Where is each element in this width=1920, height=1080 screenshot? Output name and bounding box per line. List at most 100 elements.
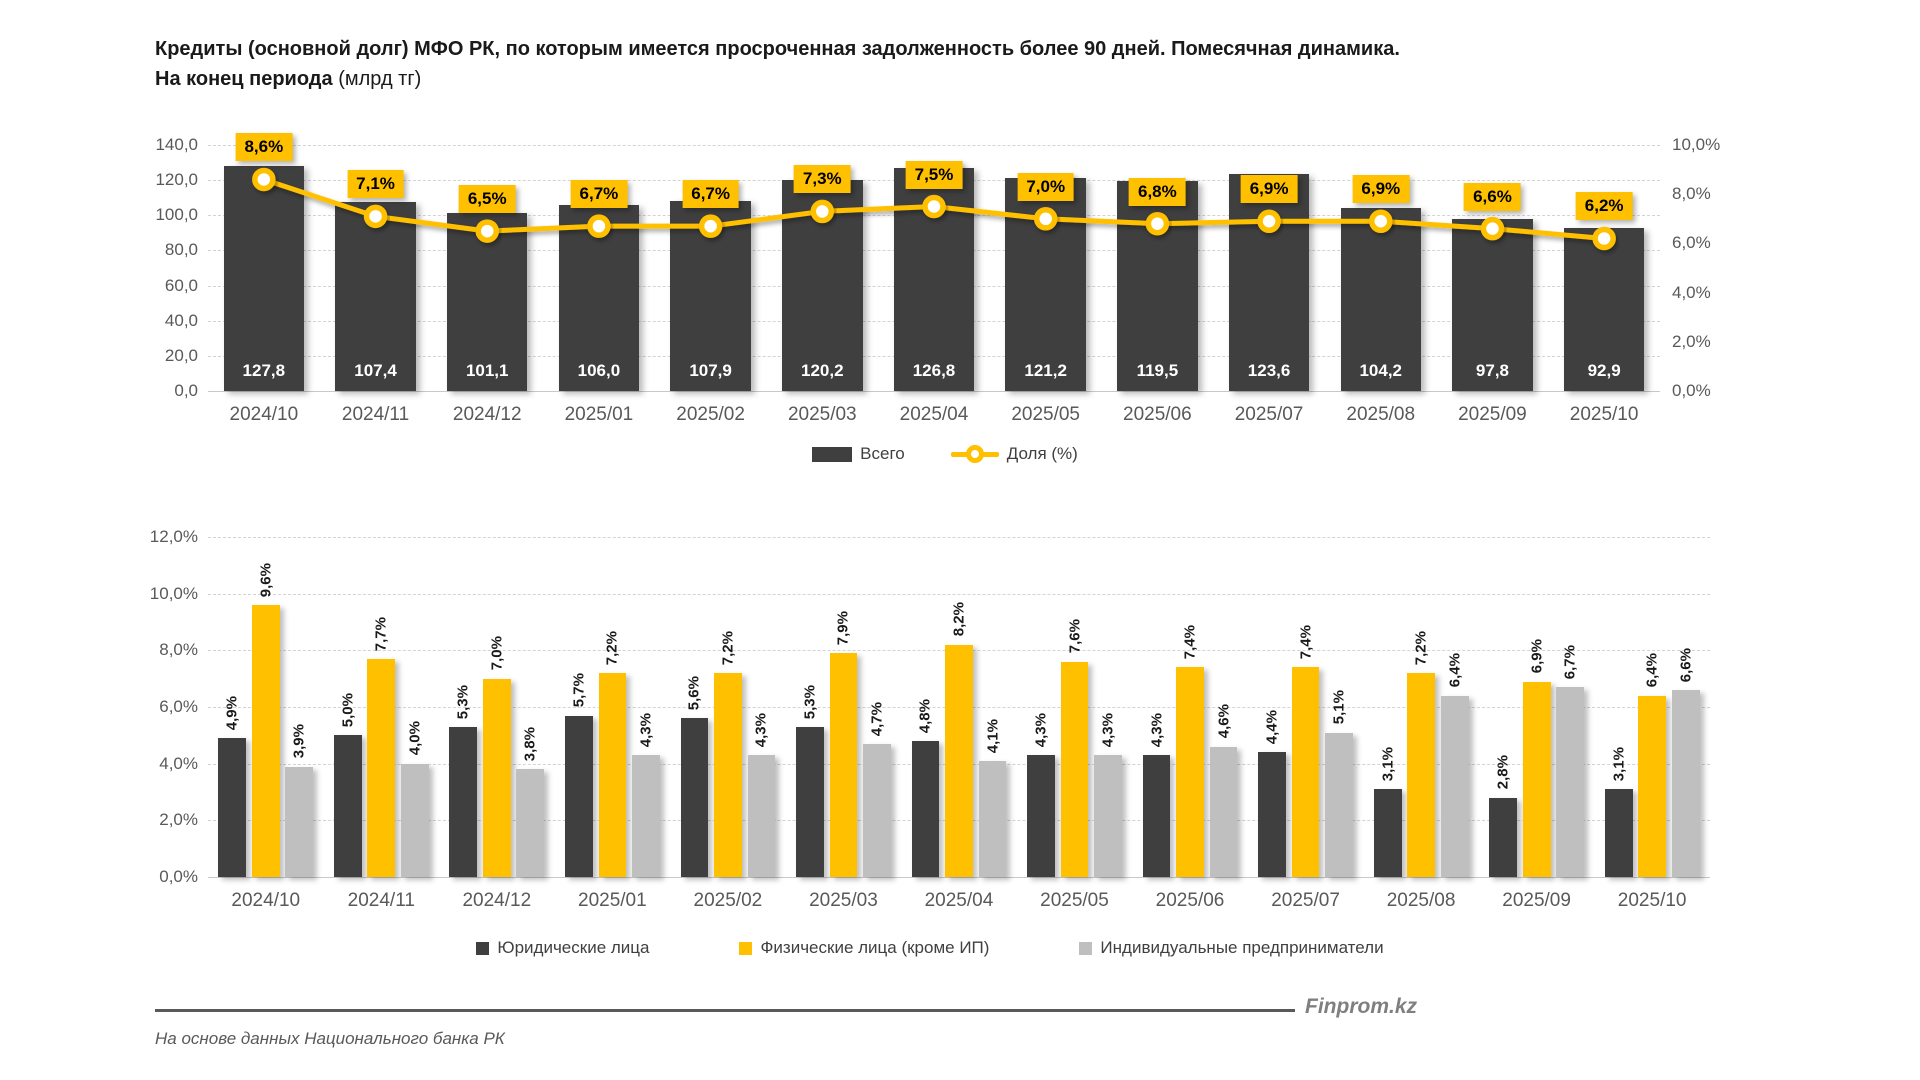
share-value-label: 7,5% [905,160,963,189]
legend-bottom: Юридические лица Физические лица (кроме … [150,938,1710,958]
y2-axis-tick: 8,0% [1672,184,1711,204]
y-axis-tick: 6,0% [159,697,198,716]
line-marker [1480,216,1505,241]
bar-value-label: 2,8% [1494,755,1512,790]
y-axis-tick: 20,0 [164,345,198,365]
bar-value-label: 119,5 [1136,361,1179,380]
title-unit: (млрд тг) [338,68,422,90]
month-label: 2025/04 [899,404,969,425]
bar-value-label: 4,4% [1263,710,1281,745]
y-axis-tick: 2,0% [159,810,198,830]
bar-individuals [482,678,511,877]
month-label: 2025/08 [1346,404,1416,425]
month-label: 2025/02 [693,890,763,911]
y2-axis-tick: 0,0% [1672,381,1711,400]
bar-entrepreneurs [1209,746,1238,877]
month-label: 2025/01 [578,890,647,911]
bar-value-label: 97,8 [1475,361,1509,380]
bar-value-label: 6,7% [1561,644,1579,680]
month-label: 2025/05 [1040,890,1109,911]
bar-legal [796,726,824,877]
title-line2: На конец периода [155,68,333,90]
bar-individuals [1522,681,1551,877]
plot-area-top: 127,8 107,4 101,1 106,0 107,9 120,2 126,8 121,2… [208,133,1660,392]
bar-value-label: 7,2% [719,630,737,665]
month-label: 2025/07 [1234,404,1304,425]
line-marker [475,219,499,243]
legend-label-share: Доля (%) [1006,444,1078,463]
month-label: 2024/11 [341,404,410,425]
bar-value-label: 4,9% [223,695,241,731]
share-value-label: 6,8% [1129,177,1186,206]
share-marker-icon [965,445,984,463]
y-axis-tick: 140,0 [155,135,198,154]
share-value-label: 6,5% [458,185,516,214]
left-axis: 0,0 20,0 40,0 60,0 80,0 100,0 120,0 140,0 [150,135,208,400]
month-label: 2024/10 [231,890,301,911]
share-value-label: 6,2% [1575,192,1633,221]
x-axis-months: 2024/10 2024/11 2024/12 2025/01 2025/02 2025/… [150,404,1740,426]
y-axis-tick: 8,0% [159,640,198,660]
bar-value-label: 6,4% [1446,653,1464,688]
legend-item-entrepreneurs: Индивидуальные предприниматели [1079,938,1384,958]
separator-line [155,1009,1295,1012]
bar-entrepreneurs [1556,687,1585,877]
bar-value-label: 3,1% [1379,746,1397,782]
month-label: 2025/07 [1271,890,1340,911]
share-value-label: 6,9% [1240,175,1298,204]
bar-value-label: 107,9 [689,361,732,380]
title-line1: Кредиты (основной долг) МФО РК, по котор… [155,38,1400,60]
bar-legal [565,715,593,877]
y-axis-tick: 100,0 [155,205,198,225]
month-label: 2025/04 [924,890,994,911]
y-axis-tick: 0,0 [174,381,198,400]
plot-area-bottom: 4,9% 9,6% 3,9% 5,0% 7,7% 4,0% 5,3% 7,0% 3,8% 5,7%… [208,537,1710,878]
right-axis: 0,0% 2,0% 4,0% 6,0% 8,0% 10,0% [1660,135,1740,400]
bar-entrepreneurs [516,769,545,877]
bar-individuals [1176,667,1204,877]
footer: Finprom.kz На основе данных Национальног… [155,995,1605,1049]
share-value-label: 7,3% [793,165,851,194]
bar-value-label: 7,2% [603,630,621,665]
bar-individuals [598,673,627,877]
bar-value-label: 126,8 [912,361,956,380]
month-label: 2025/09 [1502,890,1571,911]
bar-legal [1489,797,1518,877]
bar-legal [449,726,478,877]
y-axis-tick: 40,0 [164,310,198,330]
share-line [252,167,1616,251]
bar-entrepreneurs [400,763,429,877]
bar-entrepreneurs [1094,755,1122,877]
month-label: 2024/11 [347,890,415,911]
bar-value-label: 5,1% [1330,690,1348,725]
line-marker [922,194,946,219]
bar-value-label: 3,8% [521,727,539,762]
line-marker [587,214,611,238]
chart-by-borrower-type: 0,0% 2,0% 4,0% 6,0% 8,0% 10,0% 12,0% 4,9% 9,6% 3… [150,527,1710,958]
bar-value-label: 7,2% [1412,630,1430,665]
y-axis-tick: 0,0% [159,867,198,886]
month-label: 2024/12 [452,404,522,425]
total-swatch [812,446,853,462]
line-marker [810,199,835,224]
bar-legal [1027,755,1055,877]
bar-value-label: 8,2% [950,602,968,637]
bar-value-label: 5,6% [685,676,703,711]
bar-total: 101,1 [447,213,528,391]
bar-value-label: 4,1% [984,718,1001,753]
bar-total: 104,2 [1340,207,1421,391]
bar-value-label: 3,1% [1610,746,1628,782]
bar-value-label: 4,3% [637,712,655,748]
share-value-label: 6,9% [1352,175,1410,204]
share-value-label: 6,6% [1464,182,1521,211]
line-marker [1145,211,1170,236]
bar-total: 92,9 [1563,227,1645,391]
legend-label-entrepreneurs: Индивидуальные предприниматели [1100,938,1384,957]
y-axis-tick: 120,0 [155,170,198,190]
legend-item-total: Всего [812,444,905,464]
bar-legal [1373,789,1402,877]
month-label: 2025/06 [1155,890,1225,911]
share-value-label: 7,1% [347,170,404,199]
bar-value-label: 120,2 [801,361,844,380]
